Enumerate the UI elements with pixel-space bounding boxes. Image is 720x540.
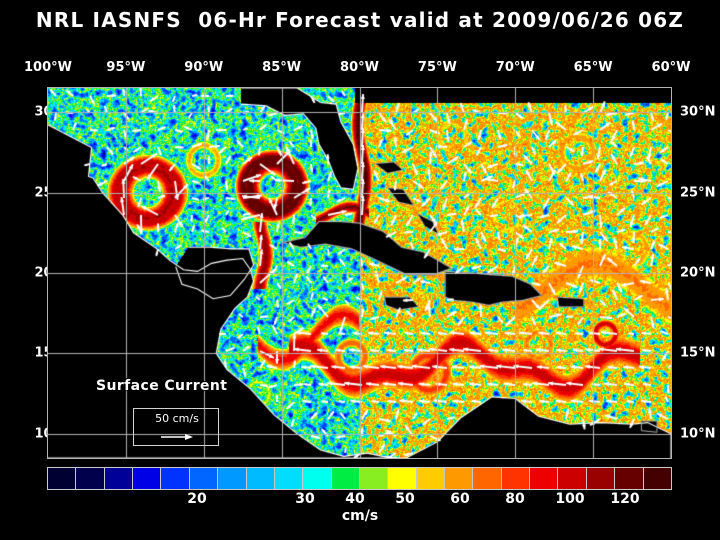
colorbar-cell — [331, 468, 360, 489]
colorbar-cell — [473, 468, 502, 489]
colorbar-cell — [643, 468, 671, 489]
surface-current-label: Surface Current — [96, 378, 228, 394]
lat-tick-label-right: 10°N — [680, 426, 716, 442]
colorbar-cell — [558, 468, 587, 489]
lon-tick-label: 70°W — [495, 60, 535, 75]
page-title: NRL IASNFS 06-Hr Forecast valid at 2009/… — [35, 8, 685, 32]
colorbar-cell — [388, 468, 417, 489]
colorbar-tick: 30 — [295, 491, 315, 507]
colorbar-cell — [586, 468, 616, 489]
colorbar-tick: 50 — [395, 491, 415, 507]
coastline-and-grid-overlay — [48, 88, 671, 458]
colorbar-tick: 60 — [450, 491, 470, 507]
lon-tick-label: 65°W — [573, 60, 613, 75]
lon-tick-label: 60°W — [651, 60, 691, 75]
lat-tick-label-right: 30°N — [680, 104, 716, 120]
colorbar-cell — [48, 468, 77, 489]
lon-tick-label: 100°W — [24, 60, 72, 75]
colorbar-cell — [615, 468, 644, 489]
ocean-current-map[interactable] — [47, 87, 672, 459]
lon-tick-label: 85°W — [262, 60, 302, 75]
colorbar-cell — [530, 468, 559, 489]
colorbar-tick: 80 — [505, 491, 525, 507]
colorbar-cell — [76, 468, 105, 489]
lat-tick-label-right: 20°N — [680, 265, 716, 281]
colorbar-cell — [445, 468, 474, 489]
colorbar-cell — [416, 468, 446, 489]
vector-scale-legend: 50 cm/s — [133, 408, 219, 446]
colorbar-tick: 20 — [187, 491, 207, 507]
colorbar-cell — [359, 468, 389, 489]
vector-scale-label: 50 cm/s — [155, 412, 199, 425]
colorbar-cell — [303, 468, 332, 489]
lon-tick-label: 90°W — [184, 60, 224, 75]
colorbar-tick: 120 — [610, 491, 640, 507]
colorbar-cell — [274, 468, 304, 489]
colorbar-cell — [501, 468, 531, 489]
colorbar-tick: 40 — [345, 491, 365, 507]
colorbar-cell — [246, 468, 275, 489]
reference-arrow-icon — [161, 434, 193, 440]
colorbar-cell — [218, 468, 247, 489]
colorbar-cell — [133, 468, 162, 489]
colorbar[interactable] — [47, 467, 672, 490]
colorbar-units-label: cm/s — [341, 508, 379, 524]
lat-tick-label-right: 25°N — [680, 185, 716, 201]
colorbar-tick: 100 — [555, 491, 585, 507]
lon-tick-label: 95°W — [106, 60, 146, 75]
lon-tick-label: 75°W — [417, 60, 457, 75]
colorbar-cell — [161, 468, 190, 489]
colorbar-cell — [189, 468, 219, 489]
colorbar-cell — [104, 468, 134, 489]
lat-tick-label-right: 15°N — [680, 345, 716, 361]
lon-tick-label: 80°W — [340, 60, 379, 75]
